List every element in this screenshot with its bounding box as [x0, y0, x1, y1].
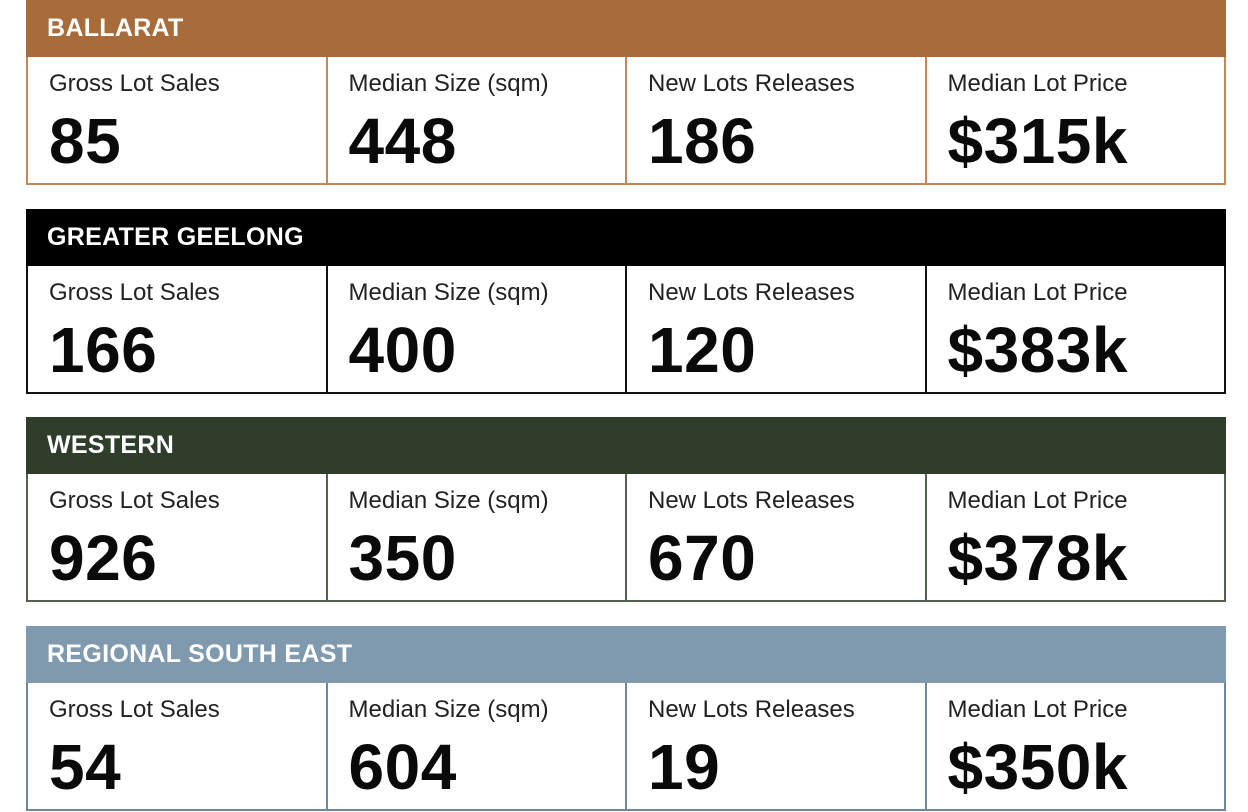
- region-title: WESTERN: [47, 431, 175, 459]
- stat-label: Gross Lot Sales: [49, 70, 220, 97]
- stat-median-size: Median Size (sqm) 350: [328, 474, 627, 600]
- stats-row: Gross Lot Sales 166 Median Size (sqm) 40…: [26, 266, 1226, 394]
- stat-value: $315k: [947, 105, 1128, 177]
- stat-label: New Lots Releases: [648, 696, 855, 723]
- stat-median-lot-price: Median Lot Price $378k: [927, 474, 1225, 600]
- stat-label: Gross Lot Sales: [49, 279, 220, 306]
- region-header: GREATER GEELONG: [26, 209, 1226, 266]
- region-western: WESTERN Gross Lot Sales 926 Median Size …: [26, 417, 1226, 602]
- stat-value: 350: [348, 522, 457, 594]
- stat-value: $350k: [947, 731, 1128, 803]
- stat-median-size: Median Size (sqm) 400: [328, 266, 627, 392]
- stat-new-lots-releases: New Lots Releases 186: [627, 57, 927, 183]
- region-regional-south-east: REGIONAL SOUTH EAST Gross Lot Sales 54 M…: [26, 626, 1226, 811]
- stat-gross-lot-sales: Gross Lot Sales 85: [28, 57, 328, 183]
- stat-value: 670: [648, 522, 757, 594]
- stat-label: New Lots Releases: [648, 487, 855, 514]
- region-header: WESTERN: [26, 417, 1226, 474]
- stat-gross-lot-sales: Gross Lot Sales 166: [28, 266, 328, 392]
- stat-new-lots-releases: New Lots Releases 19: [627, 683, 927, 809]
- stats-row: Gross Lot Sales 54 Median Size (sqm) 604…: [26, 683, 1226, 811]
- stat-label: Gross Lot Sales: [49, 696, 220, 723]
- stat-median-lot-price: Median Lot Price $383k: [927, 266, 1225, 392]
- stat-value: 54: [49, 731, 122, 803]
- stat-value: 400: [348, 314, 457, 386]
- region-title: GREATER GEELONG: [47, 223, 304, 251]
- stat-value: 120: [648, 314, 757, 386]
- stat-gross-lot-sales: Gross Lot Sales 926: [28, 474, 328, 600]
- stat-median-size: Median Size (sqm) 604: [328, 683, 627, 809]
- stat-label: New Lots Releases: [648, 70, 855, 97]
- stat-gross-lot-sales: Gross Lot Sales 54: [28, 683, 328, 809]
- region-title: BALLARAT: [47, 14, 184, 42]
- stats-row: Gross Lot Sales 926 Median Size (sqm) 35…: [26, 474, 1226, 602]
- stat-value: 604: [348, 731, 457, 803]
- stat-label: Median Lot Price: [947, 279, 1128, 306]
- stat-value: 926: [49, 522, 158, 594]
- stat-label: Median Size (sqm): [348, 487, 549, 514]
- stat-label: New Lots Releases: [648, 279, 855, 306]
- stat-value: 186: [648, 105, 757, 177]
- stat-value: 85: [49, 105, 122, 177]
- stat-value: $378k: [947, 522, 1128, 594]
- stats-row: Gross Lot Sales 85 Median Size (sqm) 448…: [26, 57, 1226, 185]
- stat-label: Median Size (sqm): [348, 70, 549, 97]
- stat-label: Median Size (sqm): [348, 696, 549, 723]
- region-header: BALLARAT: [26, 0, 1226, 57]
- stat-label: Median Lot Price: [947, 70, 1128, 97]
- region-header: REGIONAL SOUTH EAST: [26, 626, 1226, 683]
- stat-new-lots-releases: New Lots Releases 670: [627, 474, 927, 600]
- region-greater-geelong: GREATER GEELONG Gross Lot Sales 166 Medi…: [26, 209, 1226, 394]
- stat-label: Median Lot Price: [947, 487, 1128, 514]
- stat-median-lot-price: Median Lot Price $350k: [927, 683, 1225, 809]
- stat-value: $383k: [947, 314, 1128, 386]
- region-ballarat: BALLARAT Gross Lot Sales 85 Median Size …: [26, 0, 1226, 185]
- region-title: REGIONAL SOUTH EAST: [47, 640, 353, 668]
- stat-new-lots-releases: New Lots Releases 120: [627, 266, 927, 392]
- stat-label: Median Lot Price: [947, 696, 1128, 723]
- stat-median-lot-price: Median Lot Price $315k: [927, 57, 1225, 183]
- stat-value: 19: [648, 731, 721, 803]
- stat-label: Gross Lot Sales: [49, 487, 220, 514]
- stat-label: Median Size (sqm): [348, 279, 549, 306]
- stat-value: 166: [49, 314, 158, 386]
- stat-value: 448: [348, 105, 457, 177]
- stat-median-size: Median Size (sqm) 448: [328, 57, 627, 183]
